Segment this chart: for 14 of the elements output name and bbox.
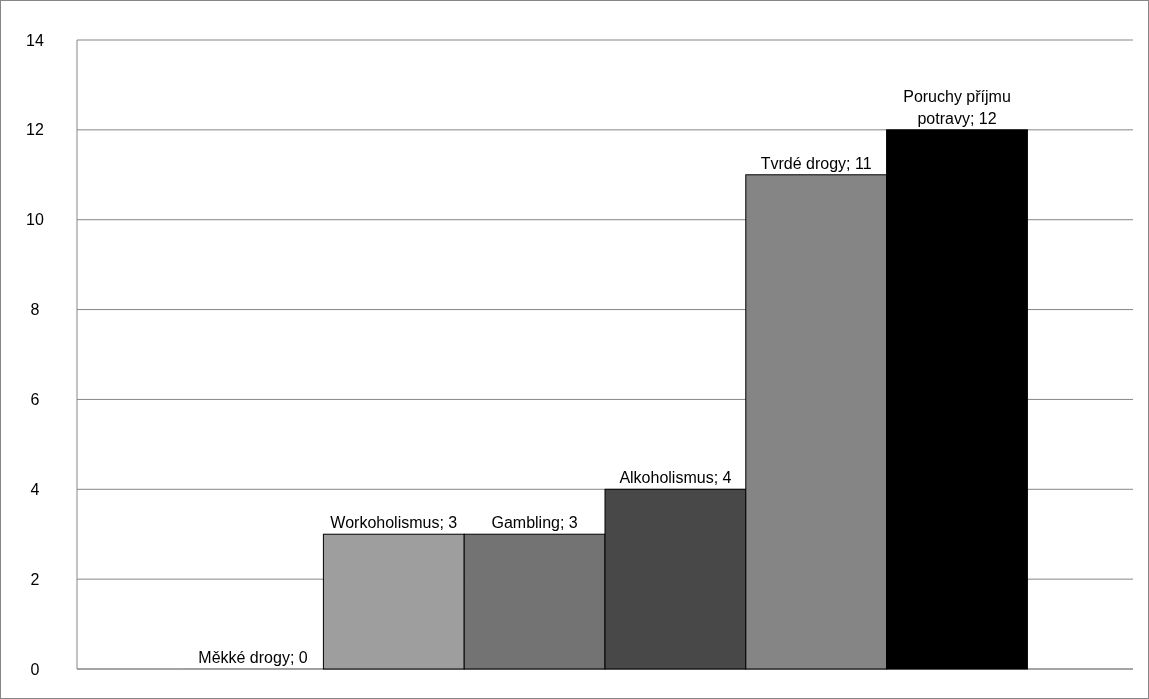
data-label: Alkoholismus; 4: [619, 469, 732, 487]
data-label: Měkké drogy; 0: [198, 649, 308, 666]
y-tick-label: 4: [30, 480, 40, 498]
y-tick-label: 8: [30, 301, 40, 319]
y-tick-label: 0: [30, 660, 40, 678]
y-tick-label: 12: [26, 121, 44, 139]
data-label: Gambling; 3: [491, 514, 578, 532]
y-tick-label: 10: [26, 211, 44, 229]
y-tick-label: 2: [30, 570, 40, 588]
data-label: Workoholismus; 3: [330, 514, 458, 532]
y-tick-label: 6: [30, 391, 40, 409]
data-label: Tvrdé drogy; 11: [760, 154, 872, 172]
y-tick-label: 14: [26, 31, 44, 49]
data-label: Poruchy příjmu potravy; 12: [903, 87, 1011, 127]
